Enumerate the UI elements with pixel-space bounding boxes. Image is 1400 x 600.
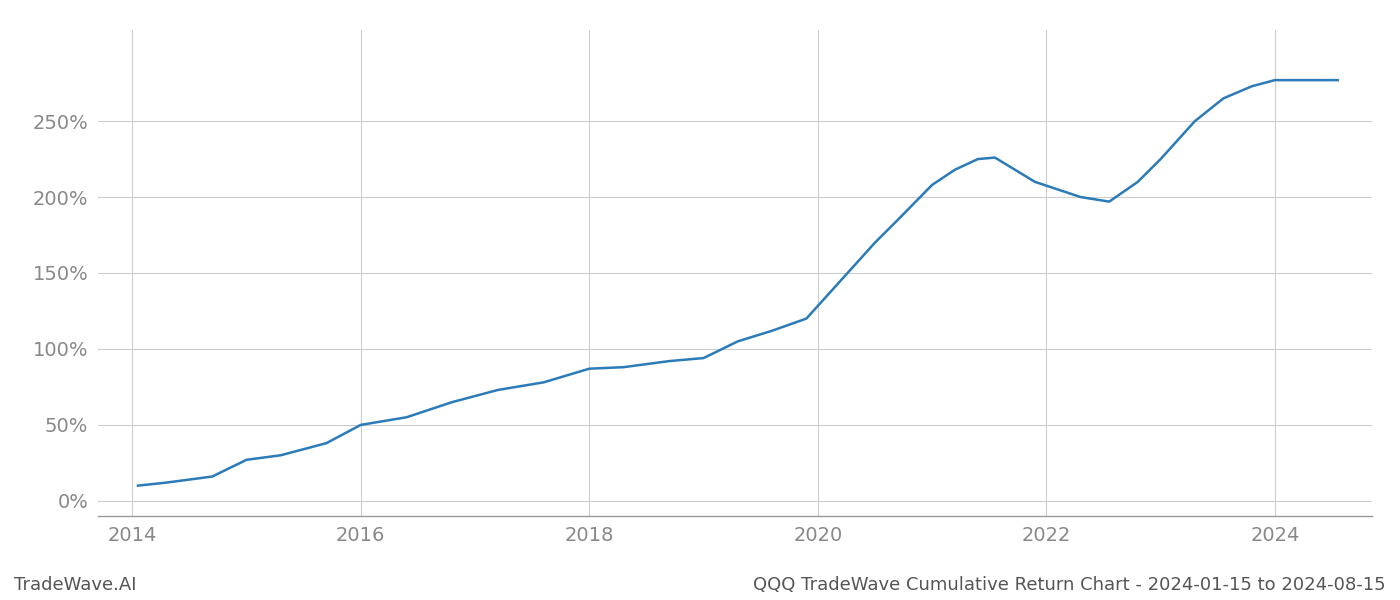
- Text: QQQ TradeWave Cumulative Return Chart - 2024-01-15 to 2024-08-15: QQQ TradeWave Cumulative Return Chart - …: [753, 576, 1386, 594]
- Text: TradeWave.AI: TradeWave.AI: [14, 576, 137, 594]
